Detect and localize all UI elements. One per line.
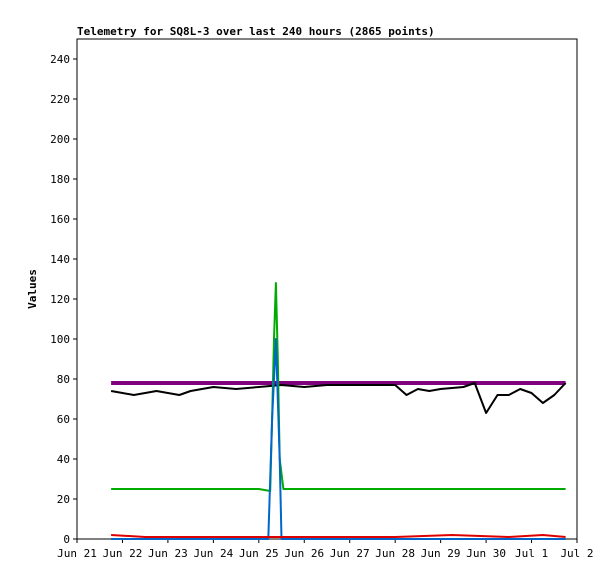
series-line-1: [110, 382, 567, 414]
y-tick-label: 20: [57, 493, 70, 506]
series-line-4: [111, 534, 566, 538]
y-tick-label: 120: [50, 293, 70, 306]
y-tick-label: 140: [50, 253, 70, 266]
y-tick-label: 60: [57, 413, 70, 426]
y-tick-label: 180: [50, 173, 70, 186]
y-tick-label: 200: [50, 133, 70, 146]
x-tick-label: Jun 24: [193, 547, 233, 560]
series-line-3: [111, 338, 566, 540]
x-tick-label: Jun 22: [103, 547, 143, 560]
x-tick-label: Jun 21: [57, 547, 97, 560]
y-tick-label: 220: [50, 93, 70, 106]
x-tick-label: Jul 1: [515, 547, 548, 560]
y-axis: 0 20 40 60 80 100 120 140 160 180 200 220 240: [50, 53, 77, 546]
x-tick-label: Jun 27: [330, 547, 370, 560]
x-tick-label: Jun 25: [239, 547, 279, 560]
x-tick-label: Jul 2: [560, 547, 593, 560]
plot-area: [76, 38, 578, 540]
series-line-2: [111, 282, 566, 492]
x-tick-label: Jun 26: [284, 547, 324, 560]
x-tick-label: Jun 23: [148, 547, 188, 560]
y-tick-label: 240: [50, 53, 70, 66]
series-layer: [110, 282, 567, 540]
x-axis: Jun 21 Jun 22 Jun 23 Jun 24 Jun 25 Jun 26 Jun …: [57, 539, 594, 560]
x-tick-label: Jun 30: [466, 547, 506, 560]
y-tick-label: 100: [50, 333, 70, 346]
x-tick-label: Jun 28: [375, 547, 415, 560]
x-tick-label: Jun 29: [421, 547, 461, 560]
y-tick-label: 160: [50, 213, 70, 226]
y-tick-label: 0: [63, 533, 70, 546]
y-tick-label: 40: [57, 453, 70, 466]
y-axis-label: Values: [26, 269, 39, 309]
y-tick-label: 80: [57, 373, 70, 386]
chart-title: Telemetry for SQ8L-3 over last 240 hours…: [77, 25, 435, 38]
